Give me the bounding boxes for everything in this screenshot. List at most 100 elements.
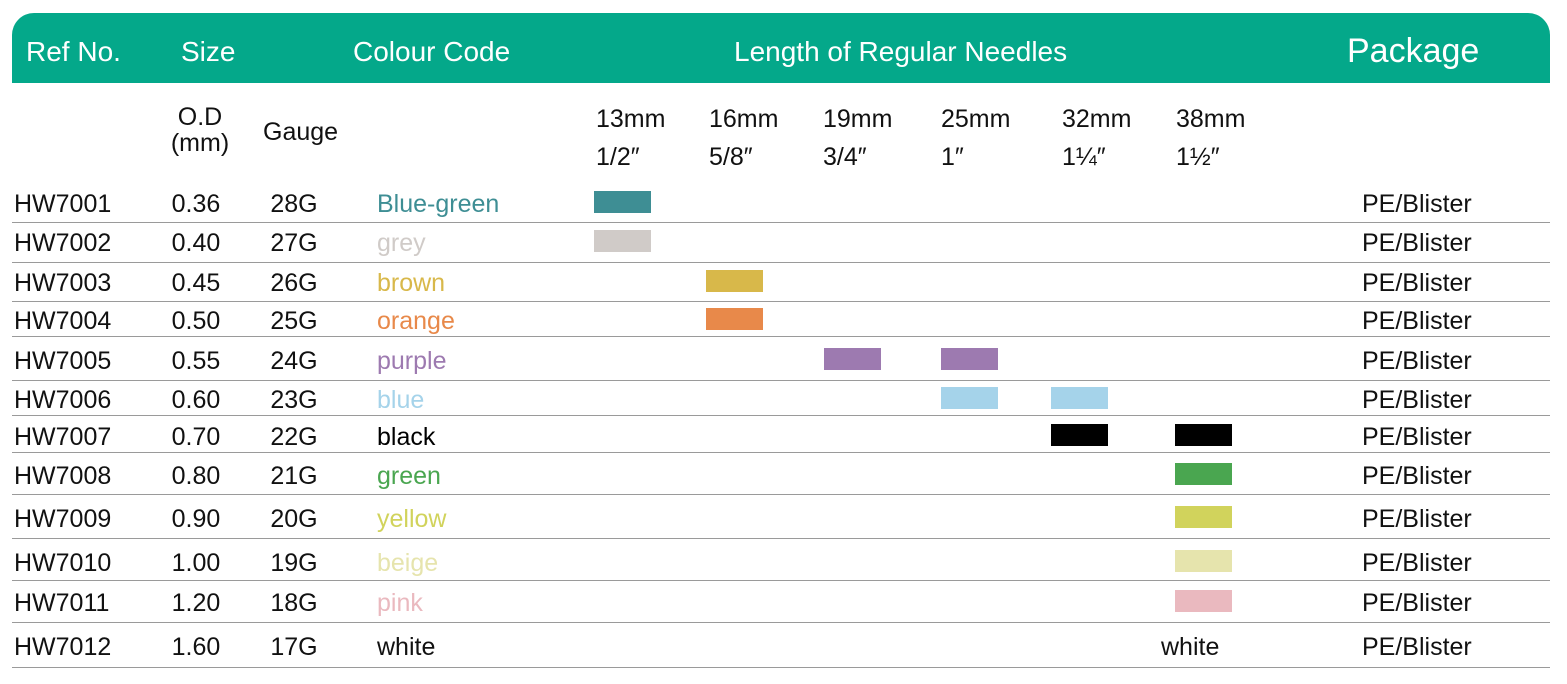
colour-swatch bbox=[706, 270, 763, 292]
ref-no: HW7009 bbox=[14, 505, 112, 533]
od: 1.00 bbox=[171, 549, 221, 577]
colour-swatch bbox=[1175, 424, 1232, 446]
ref-no: HW7007 bbox=[14, 423, 112, 451]
colour-name: blue bbox=[377, 386, 425, 414]
od: 0.90 bbox=[171, 505, 221, 533]
colour-name: green bbox=[377, 462, 441, 490]
colour-name: brown bbox=[377, 269, 446, 297]
ref-no: HW7001 bbox=[14, 190, 112, 218]
package: PE/Blister bbox=[1362, 589, 1472, 617]
package: PE/Blister bbox=[1362, 347, 1472, 375]
od: 0.36 bbox=[171, 190, 221, 218]
package: PE/Blister bbox=[1362, 423, 1472, 451]
od: 0.40 bbox=[171, 229, 221, 257]
gauge: 27G bbox=[270, 229, 318, 257]
row-rule bbox=[12, 580, 1550, 581]
colour-name: grey bbox=[377, 229, 426, 257]
od: 0.45 bbox=[171, 269, 221, 297]
colour-swatch bbox=[941, 348, 998, 370]
header-colour: Colour Code bbox=[353, 36, 511, 67]
gauge: 24G bbox=[270, 347, 318, 375]
colour-swatch bbox=[594, 191, 651, 213]
od: 0.55 bbox=[171, 347, 221, 375]
colour-swatch bbox=[1051, 387, 1108, 409]
row-rule bbox=[12, 667, 1550, 668]
ref-no: HW7010 bbox=[14, 549, 112, 577]
row-rule bbox=[12, 380, 1550, 381]
colour-name: orange bbox=[377, 307, 455, 335]
package: PE/Blister bbox=[1362, 190, 1472, 218]
ref-no: HW7012 bbox=[14, 633, 112, 661]
gauge: 19G bbox=[270, 549, 318, 577]
length-inch: 1½″ bbox=[1176, 143, 1220, 171]
header-length: Length of Regular Needles bbox=[734, 36, 1068, 67]
ref-no: HW7002 bbox=[14, 229, 112, 257]
length-inch: 5/8″ bbox=[709, 143, 753, 171]
header-bar bbox=[12, 13, 1550, 83]
length-label: white bbox=[1161, 633, 1220, 661]
header-size: Size bbox=[181, 36, 236, 67]
package: PE/Blister bbox=[1362, 549, 1472, 577]
gauge: 21G bbox=[270, 462, 318, 490]
gauge: 22G bbox=[270, 423, 318, 451]
length-mm: 13mm bbox=[596, 105, 666, 133]
row-rule bbox=[12, 222, 1550, 223]
gauge: 25G bbox=[270, 307, 318, 335]
length-mm: 25mm bbox=[941, 105, 1011, 133]
package: PE/Blister bbox=[1362, 462, 1472, 490]
gauge: 26G bbox=[270, 269, 318, 297]
colour-swatch bbox=[824, 348, 881, 370]
row-rule bbox=[12, 301, 1550, 302]
od: 0.60 bbox=[171, 386, 221, 414]
colour-swatch bbox=[1051, 424, 1108, 446]
od: 0.80 bbox=[171, 462, 221, 490]
colour-swatch bbox=[594, 230, 651, 252]
row-rule bbox=[12, 415, 1550, 416]
length-mm: 38mm bbox=[1176, 105, 1246, 133]
colour-name: Blue-green bbox=[377, 190, 500, 218]
package: PE/Blister bbox=[1362, 386, 1472, 414]
row-rule bbox=[12, 336, 1550, 337]
length-inch: 3/4″ bbox=[823, 143, 867, 171]
row-rule bbox=[12, 262, 1550, 263]
row-rule bbox=[12, 538, 1550, 539]
colour-swatch bbox=[1175, 590, 1232, 612]
od: 0.50 bbox=[171, 307, 221, 335]
gauge-label: Gauge bbox=[263, 118, 339, 146]
od: 1.60 bbox=[171, 633, 221, 661]
colour-swatch bbox=[941, 387, 998, 409]
colour-swatch bbox=[1175, 550, 1232, 572]
package: PE/Blister bbox=[1362, 505, 1472, 533]
od: 1.20 bbox=[171, 589, 221, 617]
ref-no: HW7011 bbox=[14, 589, 110, 617]
colour-name: purple bbox=[377, 347, 447, 375]
ref-no: HW7003 bbox=[14, 269, 112, 297]
colour-name: white bbox=[377, 633, 436, 661]
row-rule bbox=[12, 494, 1550, 495]
length-inch: 1/2″ bbox=[596, 143, 640, 171]
header-ref: Ref No. bbox=[26, 36, 121, 67]
row-rule bbox=[12, 622, 1550, 623]
row-rule bbox=[12, 452, 1550, 453]
length-inch: 1″ bbox=[941, 143, 964, 171]
colour-name: beige bbox=[377, 549, 439, 577]
ref-no: HW7005 bbox=[14, 347, 112, 375]
colour-swatch bbox=[1175, 506, 1232, 528]
od: 0.70 bbox=[171, 423, 221, 451]
package: PE/Blister bbox=[1362, 633, 1472, 661]
package: PE/Blister bbox=[1362, 229, 1472, 257]
gauge: 17G bbox=[270, 633, 318, 661]
colour-swatch bbox=[706, 308, 763, 330]
length-inch: 1¼″ bbox=[1062, 143, 1106, 171]
colour-swatch bbox=[1175, 463, 1232, 485]
colour-name: pink bbox=[377, 589, 423, 617]
package: PE/Blister bbox=[1362, 307, 1472, 335]
gauge: 23G bbox=[270, 386, 318, 414]
gauge: 20G bbox=[270, 505, 318, 533]
header-package: Package bbox=[1347, 32, 1480, 70]
ref-no: HW7006 bbox=[14, 386, 112, 414]
od-unit: (mm) bbox=[170, 129, 230, 157]
length-mm: 32mm bbox=[1062, 105, 1132, 133]
od-label: O.D bbox=[177, 103, 223, 131]
